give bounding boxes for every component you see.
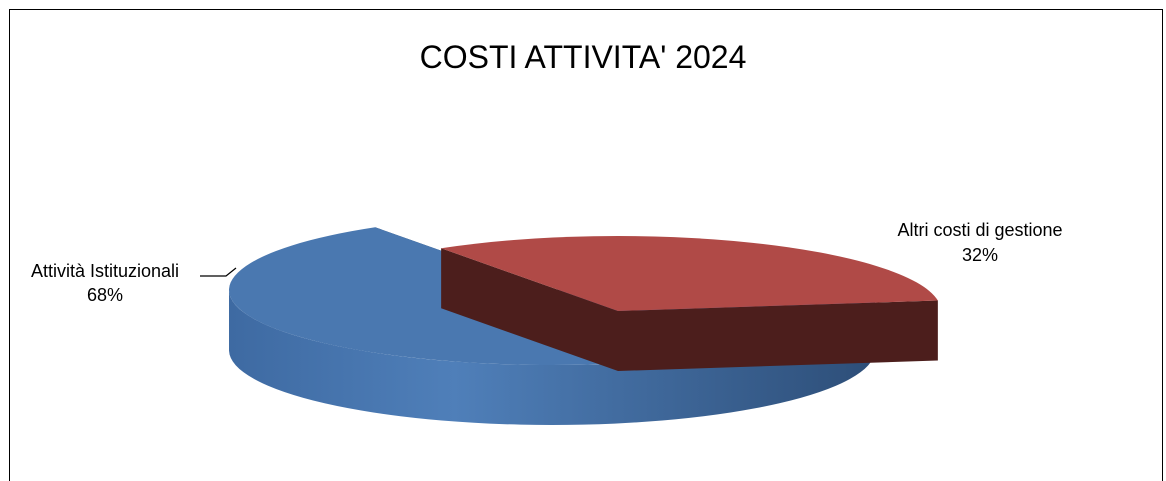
slice-label-attivita-istituzionali: Attività Istituzionali: [31, 261, 179, 281]
pie-slice-wall: [618, 301, 938, 371]
slice-value-attivita-istituzionali: 68%: [87, 285, 123, 305]
slice-value-altri-costi: 32%: [962, 245, 998, 265]
leader-line: [200, 268, 236, 276]
slice-label-altri-costi: Altri costi di gestione: [897, 220, 1062, 240]
